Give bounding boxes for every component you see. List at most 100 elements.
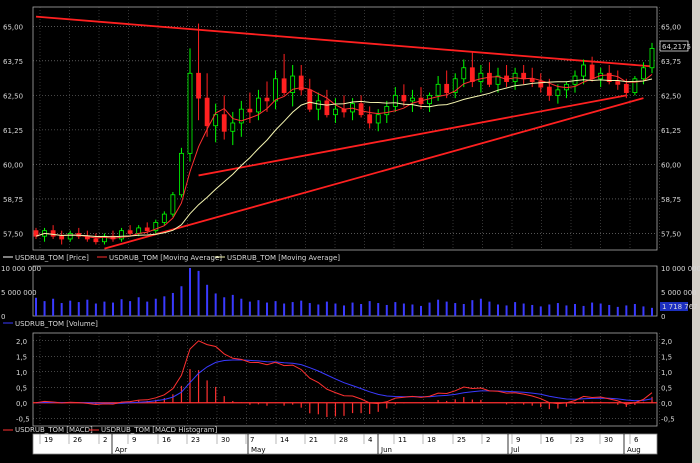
candle-body bbox=[632, 78, 638, 94]
macd-signal-line bbox=[35, 359, 653, 404]
price-tick-label: 57,50 bbox=[661, 230, 681, 238]
candle-body bbox=[187, 72, 193, 154]
time-tick-label: 30 bbox=[221, 436, 230, 444]
scrollbar[interactable] bbox=[692, 0, 700, 463]
price-tick-label: 62,50 bbox=[661, 92, 681, 100]
macd-tick-label: 1,0 bbox=[661, 369, 672, 377]
ma-slow-line bbox=[35, 78, 653, 238]
time-tick-label: 2 bbox=[103, 436, 107, 444]
legend-price: USDRUB_TOM [Price] bbox=[15, 254, 89, 262]
time-tick-label: 21 bbox=[309, 436, 318, 444]
candle-body bbox=[384, 106, 390, 116]
volume-bars bbox=[35, 268, 653, 316]
macd-tick-label: 1,5 bbox=[16, 353, 27, 361]
last-volume-badge: 1 718 767 bbox=[660, 302, 698, 311]
candle-body bbox=[315, 100, 321, 110]
candle-body bbox=[153, 221, 159, 232]
time-tick-label: 25 bbox=[457, 436, 466, 444]
macd-line bbox=[35, 340, 653, 406]
price-tick-label: 62,50 bbox=[3, 92, 23, 100]
macd-tick-label: -0,5 bbox=[661, 415, 675, 423]
price-tick-label: 57,50 bbox=[3, 230, 23, 238]
candle-body bbox=[119, 230, 124, 240]
price-tick-label: 63,75 bbox=[3, 58, 23, 66]
price-tick-label: 58,75 bbox=[3, 196, 23, 204]
resistance-trendline bbox=[35, 15, 653, 68]
time-tick-label: 2 bbox=[486, 436, 490, 444]
macd-tick-label: 1,5 bbox=[661, 353, 672, 361]
legend-volume: USDRUB_TOM [Volume] bbox=[15, 320, 98, 328]
candle-body bbox=[410, 97, 415, 102]
candle-body bbox=[444, 83, 450, 94]
candle-body bbox=[581, 64, 586, 77]
price-y-axis: 65,00 65,00 63,75 63,75 62,50 62,50 61,25 61,25… bbox=[3, 23, 681, 238]
month-label: May bbox=[251, 446, 265, 454]
moving-average-lines bbox=[35, 74, 653, 239]
price-legend: USDRUB_TOM [Price] USDRUB_TOM [Moving Av… bbox=[3, 254, 340, 262]
legend-macd-histogram: USDRUB_TOM [MACD Histogram] bbox=[101, 426, 218, 434]
time-tick-label: 26 bbox=[73, 436, 82, 444]
time-axis: 19 26 2 9 16 23 30 7 14 21 28 4 11 18 25 2 9 16 23 30 6 Apr Ma… bbox=[39, 434, 641, 454]
macd-tick-label: 2,0 bbox=[16, 338, 27, 346]
candle-body bbox=[50, 230, 56, 237]
time-tick-label: 23 bbox=[191, 436, 200, 444]
candle-body bbox=[67, 233, 73, 240]
time-tick-label: 14 bbox=[280, 436, 289, 444]
time-tick-label: 23 bbox=[575, 436, 584, 444]
candle-body bbox=[589, 64, 595, 80]
candle-body bbox=[555, 89, 561, 96]
month-label: Aug bbox=[627, 446, 641, 454]
time-tick-label: 30 bbox=[604, 436, 613, 444]
legend-ma-red: USDRUB_TOM [Moving Average] bbox=[109, 254, 222, 262]
time-tick-label: 6 bbox=[634, 436, 639, 444]
candle-body bbox=[367, 114, 373, 124]
candle-body bbox=[333, 108, 338, 116]
inner-trendline bbox=[198, 94, 627, 177]
candle-body bbox=[401, 94, 407, 102]
time-tick-label: 11 bbox=[398, 436, 407, 444]
candle-body bbox=[375, 114, 381, 124]
candle-body bbox=[495, 75, 501, 85]
candle-body bbox=[221, 114, 227, 132]
candle-body bbox=[307, 89, 313, 110]
price-tick-label: 65,00 bbox=[3, 23, 23, 31]
volume-tick-label: 5 000 000 bbox=[1, 289, 37, 297]
candle-body bbox=[204, 97, 210, 127]
candle-body bbox=[392, 94, 398, 107]
candle-body bbox=[649, 48, 655, 69]
legend-macd: USDRUB_TOM [MACD] bbox=[15, 426, 93, 434]
candle-body bbox=[273, 78, 278, 102]
price-tick-label: 61,25 bbox=[3, 127, 23, 135]
price-tick-label: 58,75 bbox=[661, 196, 681, 204]
candle-body bbox=[93, 238, 99, 243]
candle-body bbox=[256, 97, 261, 113]
last-price-badge: 64,2175 bbox=[659, 40, 691, 52]
volume-legend: USDRUB_TOM [Volume] bbox=[3, 320, 98, 328]
candle-body bbox=[435, 83, 441, 96]
time-tick-label: 18 bbox=[427, 436, 436, 444]
candle-body bbox=[161, 213, 167, 223]
price-tick-label: 63,75 bbox=[661, 58, 681, 66]
macd-tick-label: 0,0 bbox=[661, 400, 672, 408]
time-tick-label: 9 bbox=[132, 436, 136, 444]
candle-body bbox=[529, 78, 535, 82]
candle-body bbox=[521, 72, 527, 80]
candle-body bbox=[281, 78, 287, 94]
time-tick-label: 9 bbox=[516, 436, 520, 444]
candle-body bbox=[127, 230, 133, 234]
macd-tick-label: 2,0 bbox=[661, 338, 672, 346]
candle-body bbox=[230, 122, 236, 132]
time-tick-label: 16 bbox=[162, 436, 171, 444]
price-panel-bg bbox=[32, 6, 658, 251]
candle-body bbox=[546, 86, 552, 96]
candle-body bbox=[136, 227, 142, 234]
price-tick-label: 65,00 bbox=[661, 23, 681, 31]
candle-body bbox=[213, 114, 219, 127]
candle-body bbox=[452, 78, 458, 94]
candle-body bbox=[538, 81, 544, 88]
candle-body bbox=[290, 75, 296, 94]
month-label: Apr bbox=[115, 446, 127, 454]
candle-body bbox=[170, 194, 176, 215]
macd-y-axis: 2,0 2,0 1,5 1,5 1,0 1,0 0,5 0,5 0,0 0,0 -0,5 -0,5 bbox=[16, 338, 675, 424]
